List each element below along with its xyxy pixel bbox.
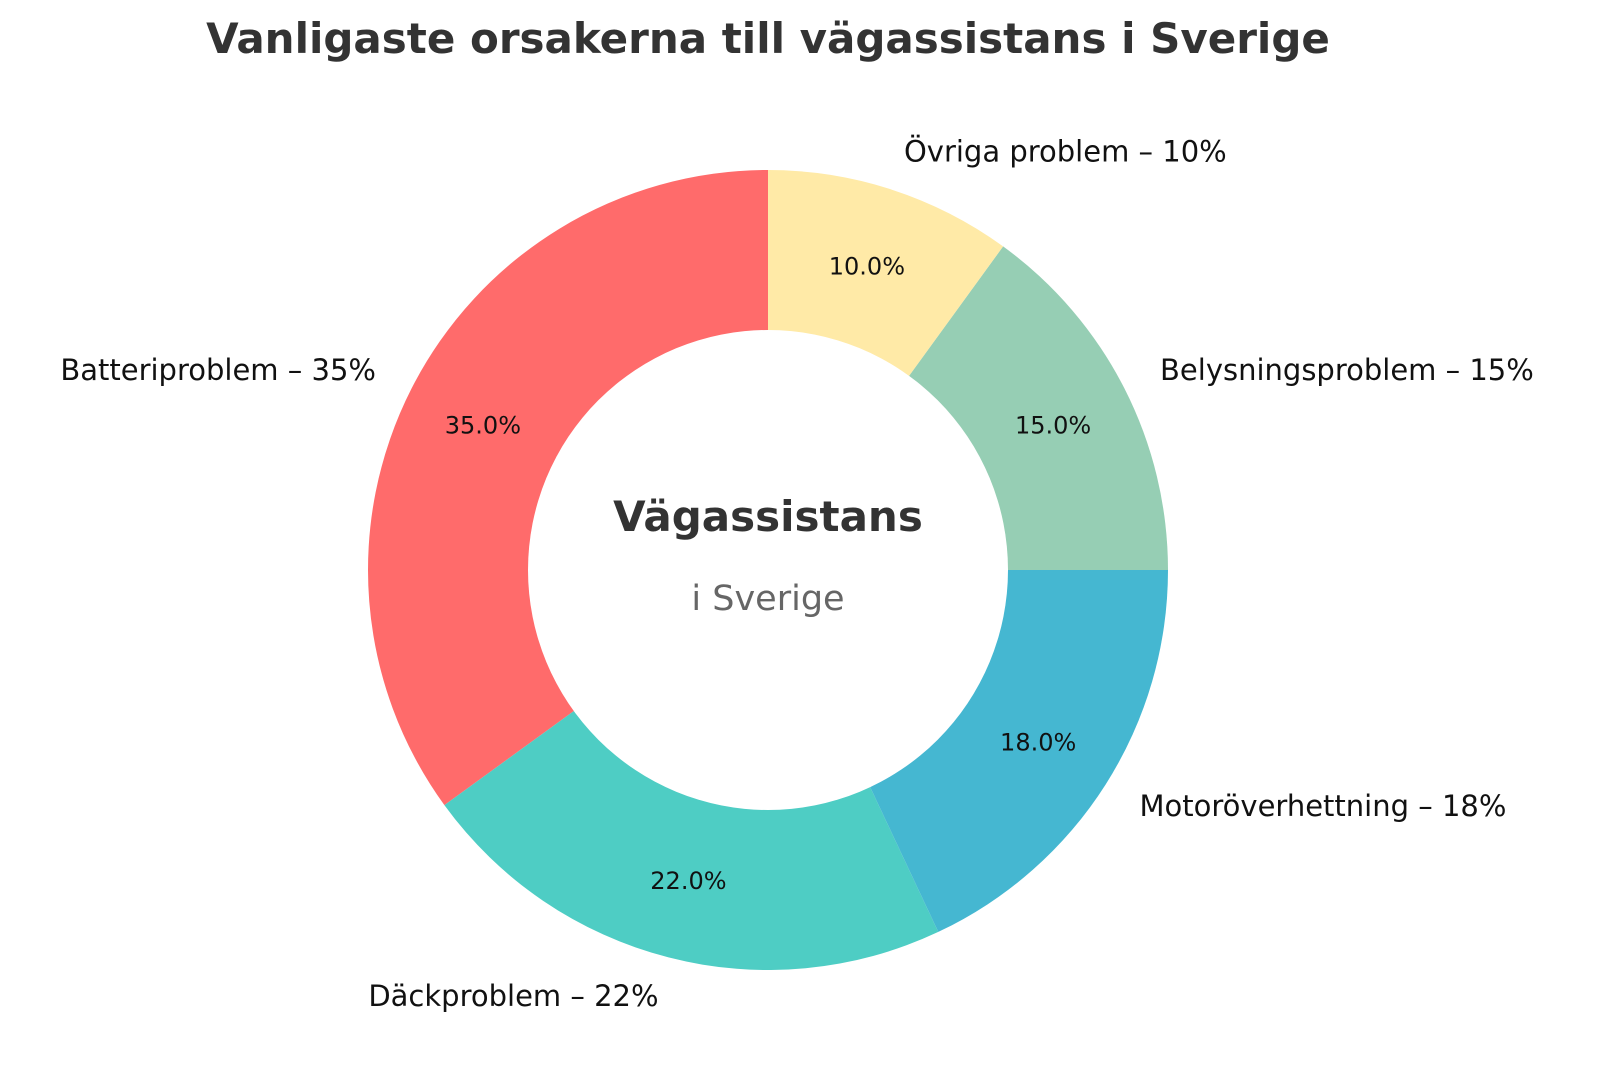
percent-label: 10.0% (829, 253, 905, 281)
percent-label: 22.0% (650, 867, 726, 895)
percent-labels-group: 35.0% 22.0% 18.0% 15.0% 10.0% (445, 253, 1091, 895)
slice-label: Däckproblem – 22% (368, 979, 658, 1013)
slice-label: Batteriproblem – 35% (60, 353, 376, 387)
percent-label: 18.0% (1000, 728, 1076, 756)
center-subtitle: i Sverige (691, 579, 844, 619)
chart-title: Vanligaste orsakerna till vägassistans i… (206, 14, 1330, 63)
slice-label: Motoröverhettning – 18% (1140, 789, 1507, 823)
slice-label: Övriga problem – 10% (904, 135, 1227, 169)
center-title: Vägassistans (613, 492, 923, 541)
percent-label: 35.0% (445, 412, 521, 440)
percent-label: 15.0% (1015, 412, 1091, 440)
outer-labels-group: Batteriproblem – 35% Däckproblem – 22% Mot… (60, 135, 1534, 1014)
slice-label: Belysningsproblem – 15% (1160, 353, 1534, 387)
donut-hole (528, 330, 1008, 810)
